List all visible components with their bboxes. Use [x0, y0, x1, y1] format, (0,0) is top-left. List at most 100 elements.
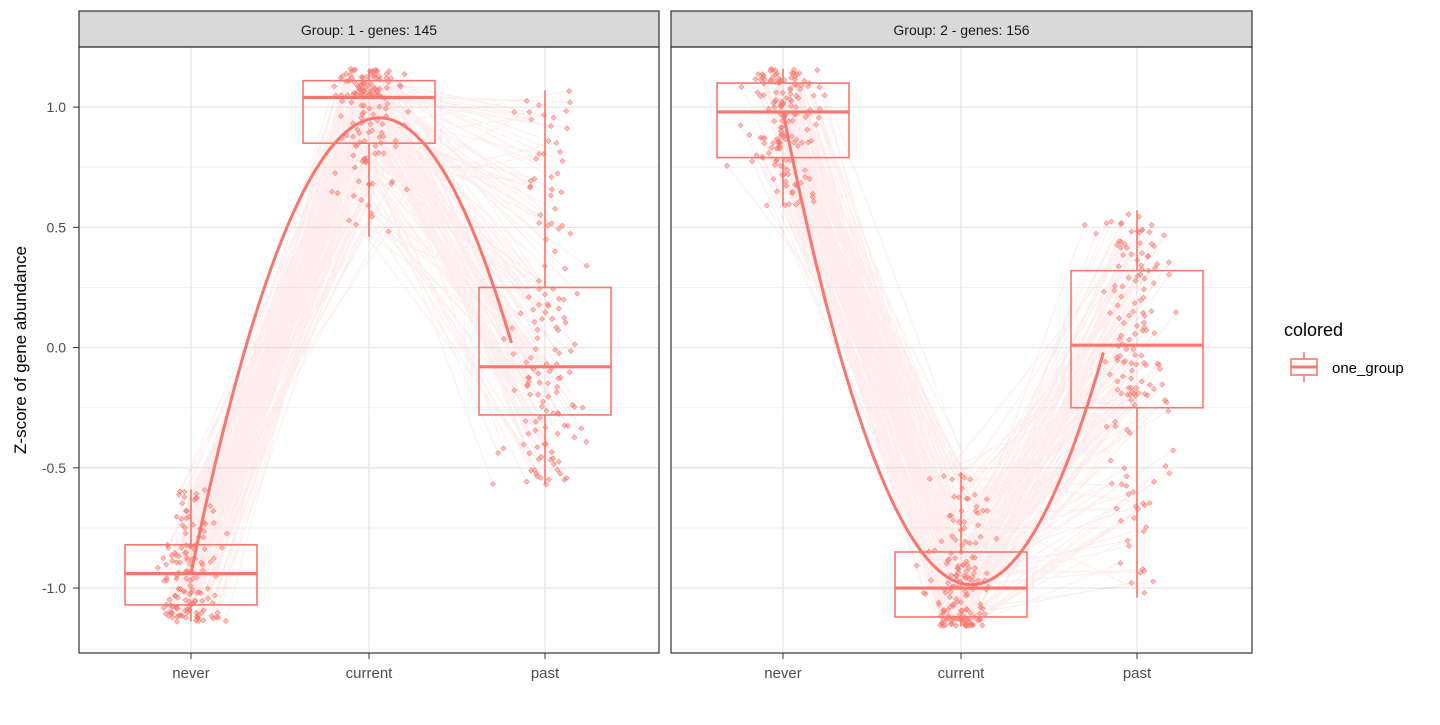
data-point	[1107, 371, 1114, 378]
data-point	[977, 604, 984, 611]
data-point	[531, 175, 538, 182]
data-point	[776, 139, 783, 146]
data-point	[559, 222, 566, 229]
data-point	[816, 84, 823, 91]
trend-curve	[189, 116, 513, 574]
data-point	[1128, 579, 1135, 586]
gene-line	[196, 116, 505, 618]
data-point	[749, 158, 756, 165]
data-point	[1130, 489, 1137, 496]
data-point	[755, 71, 762, 78]
data-point	[772, 96, 779, 103]
data-point	[210, 555, 217, 562]
data-point	[339, 98, 346, 105]
data-point	[550, 455, 557, 462]
data-point	[532, 418, 539, 425]
data-point	[1156, 365, 1163, 372]
data-point	[1148, 221, 1155, 228]
gene-line	[202, 91, 504, 571]
data-point	[983, 570, 990, 577]
data-point	[1133, 322, 1141, 329]
data-point	[219, 544, 226, 551]
data-point	[171, 549, 178, 556]
data-point	[523, 359, 530, 366]
data-point	[365, 129, 372, 136]
data-point	[547, 123, 555, 130]
data-point	[354, 126, 361, 133]
data-point	[200, 607, 207, 614]
data-point	[552, 248, 559, 255]
data-point	[360, 155, 368, 162]
data-point	[963, 568, 970, 575]
data-point	[495, 449, 502, 456]
data-point	[210, 507, 217, 515]
data-point	[350, 133, 357, 140]
gene-line	[790, 87, 1122, 523]
data-point	[949, 533, 956, 540]
data-point	[1123, 244, 1130, 251]
data-point	[193, 609, 200, 616]
data-point	[403, 186, 410, 193]
data-point	[1115, 263, 1122, 270]
data-point	[555, 305, 562, 312]
gene-line	[776, 139, 1116, 617]
gene-line	[794, 84, 1168, 543]
y-axis-label: Z-score of gene abundance	[11, 246, 30, 454]
data-point	[566, 369, 573, 376]
data-point	[821, 92, 828, 99]
data-point	[770, 176, 777, 183]
data-point	[375, 149, 382, 157]
data-point	[525, 378, 532, 385]
data-point	[972, 508, 979, 515]
data-point	[555, 327, 562, 334]
gene-line	[204, 144, 562, 491]
data-point	[578, 425, 585, 432]
data-point	[201, 545, 208, 552]
data-point	[952, 595, 960, 602]
data-point	[371, 90, 378, 97]
data-point	[358, 82, 365, 89]
data-point	[1120, 251, 1127, 258]
data-point	[959, 607, 966, 614]
gene-line	[184, 102, 558, 611]
gene-line	[760, 95, 1150, 621]
data-point	[795, 94, 802, 101]
gene-line	[175, 131, 513, 608]
data-point	[224, 530, 231, 537]
gene-line	[185, 182, 528, 553]
gene-line	[788, 121, 1134, 627]
data-point	[564, 125, 571, 132]
gene-line	[185, 110, 553, 618]
data-point	[1135, 389, 1142, 396]
data-point	[1131, 351, 1138, 358]
gene-line	[785, 185, 1132, 622]
gene-line	[757, 73, 1148, 496]
gene-line	[171, 152, 576, 562]
data-point	[1151, 478, 1158, 485]
data-point	[548, 174, 555, 181]
data-point	[561, 314, 568, 321]
data-point	[957, 599, 964, 606]
gene-line	[196, 140, 499, 593]
gene-line	[176, 139, 547, 622]
data-point	[564, 422, 571, 429]
data-point	[208, 613, 215, 620]
gene-line	[783, 134, 1130, 578]
gene-line	[795, 95, 1129, 544]
data-point	[548, 186, 555, 193]
data-point	[783, 94, 790, 101]
data-point	[969, 622, 976, 629]
data-point	[177, 559, 184, 566]
gene-line	[163, 152, 540, 582]
data-point	[528, 116, 535, 123]
data-point	[1121, 465, 1128, 472]
data-point	[746, 131, 753, 138]
gene-line	[788, 203, 1140, 478]
gene-line	[196, 107, 559, 495]
data-point	[554, 170, 561, 177]
gene-line	[768, 108, 1128, 574]
data-point	[1140, 528, 1147, 535]
data-point	[777, 124, 784, 131]
data-point	[537, 474, 544, 481]
